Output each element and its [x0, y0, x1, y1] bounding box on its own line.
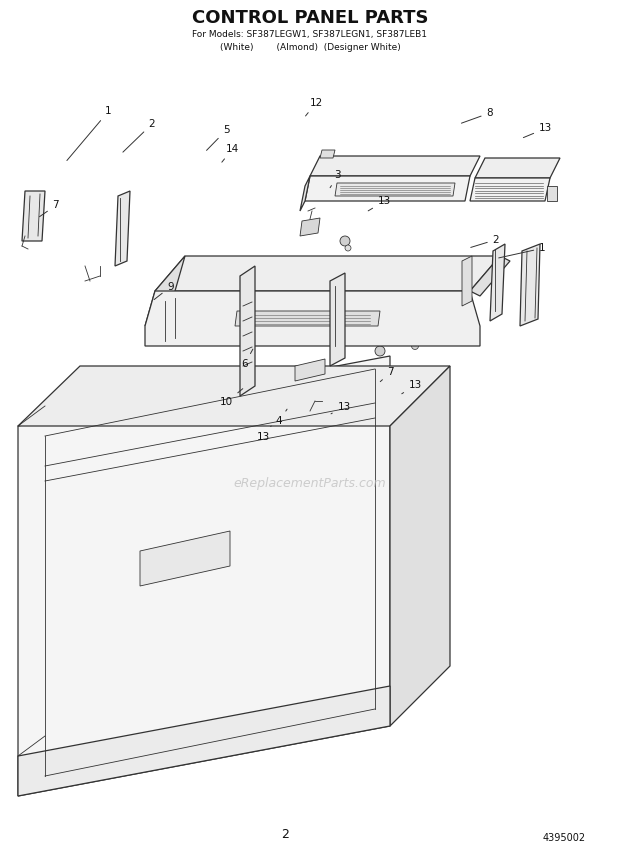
Polygon shape — [300, 218, 320, 236]
Text: 12: 12 — [306, 98, 323, 116]
Polygon shape — [300, 176, 310, 211]
Polygon shape — [22, 191, 45, 241]
Circle shape — [464, 268, 470, 274]
Text: 8: 8 — [461, 108, 493, 123]
Circle shape — [412, 342, 418, 349]
Text: 13: 13 — [368, 196, 391, 211]
Text: 2: 2 — [123, 119, 155, 152]
Text: eReplacementParts.com: eReplacementParts.com — [234, 477, 386, 490]
Polygon shape — [145, 291, 480, 346]
Polygon shape — [520, 244, 540, 326]
Polygon shape — [115, 191, 130, 266]
Polygon shape — [390, 366, 450, 726]
Text: 5: 5 — [206, 125, 229, 151]
Text: 13: 13 — [402, 380, 422, 394]
Polygon shape — [547, 186, 557, 201]
Text: 13: 13 — [257, 426, 271, 442]
Polygon shape — [18, 366, 450, 426]
Text: For Models: SF387LEGW1, SF387LEGN1, SF387LEB1: For Models: SF387LEGW1, SF387LEGN1, SF38… — [192, 29, 428, 39]
Polygon shape — [310, 156, 480, 176]
Text: 2: 2 — [471, 235, 499, 247]
Polygon shape — [475, 158, 560, 178]
Polygon shape — [145, 256, 185, 326]
Polygon shape — [305, 176, 470, 201]
Text: 14: 14 — [222, 144, 239, 162]
Polygon shape — [335, 183, 455, 196]
Text: CONTROL PANEL PARTS: CONTROL PANEL PARTS — [192, 9, 428, 27]
Ellipse shape — [51, 671, 99, 711]
Circle shape — [340, 236, 350, 246]
Circle shape — [391, 332, 399, 340]
Polygon shape — [462, 256, 472, 306]
Text: (White)        (Almond)  (Designer White): (White) (Almond) (Designer White) — [219, 43, 401, 51]
Polygon shape — [490, 244, 505, 321]
Polygon shape — [18, 686, 390, 796]
Polygon shape — [155, 256, 500, 291]
Text: 13: 13 — [331, 401, 351, 413]
Text: 9: 9 — [154, 282, 174, 300]
Text: 1: 1 — [67, 106, 112, 161]
Polygon shape — [240, 266, 255, 396]
Ellipse shape — [58, 503, 112, 549]
Polygon shape — [330, 273, 345, 366]
Polygon shape — [470, 178, 550, 201]
Polygon shape — [235, 311, 380, 326]
Text: 4395002: 4395002 — [542, 833, 586, 843]
Text: 13: 13 — [523, 123, 552, 138]
Text: 10: 10 — [219, 389, 243, 407]
Polygon shape — [295, 359, 325, 381]
Polygon shape — [470, 256, 510, 296]
Circle shape — [463, 282, 471, 290]
Polygon shape — [140, 531, 230, 586]
Text: 7: 7 — [40, 200, 59, 217]
Polygon shape — [18, 356, 390, 796]
Text: 2: 2 — [281, 828, 289, 841]
Circle shape — [345, 245, 351, 251]
Circle shape — [375, 346, 385, 356]
Text: 6: 6 — [242, 349, 253, 369]
Text: 3: 3 — [330, 170, 341, 187]
Polygon shape — [320, 150, 335, 158]
Text: 7: 7 — [380, 367, 394, 382]
Text: 1: 1 — [498, 243, 546, 258]
Text: 4: 4 — [276, 409, 287, 426]
